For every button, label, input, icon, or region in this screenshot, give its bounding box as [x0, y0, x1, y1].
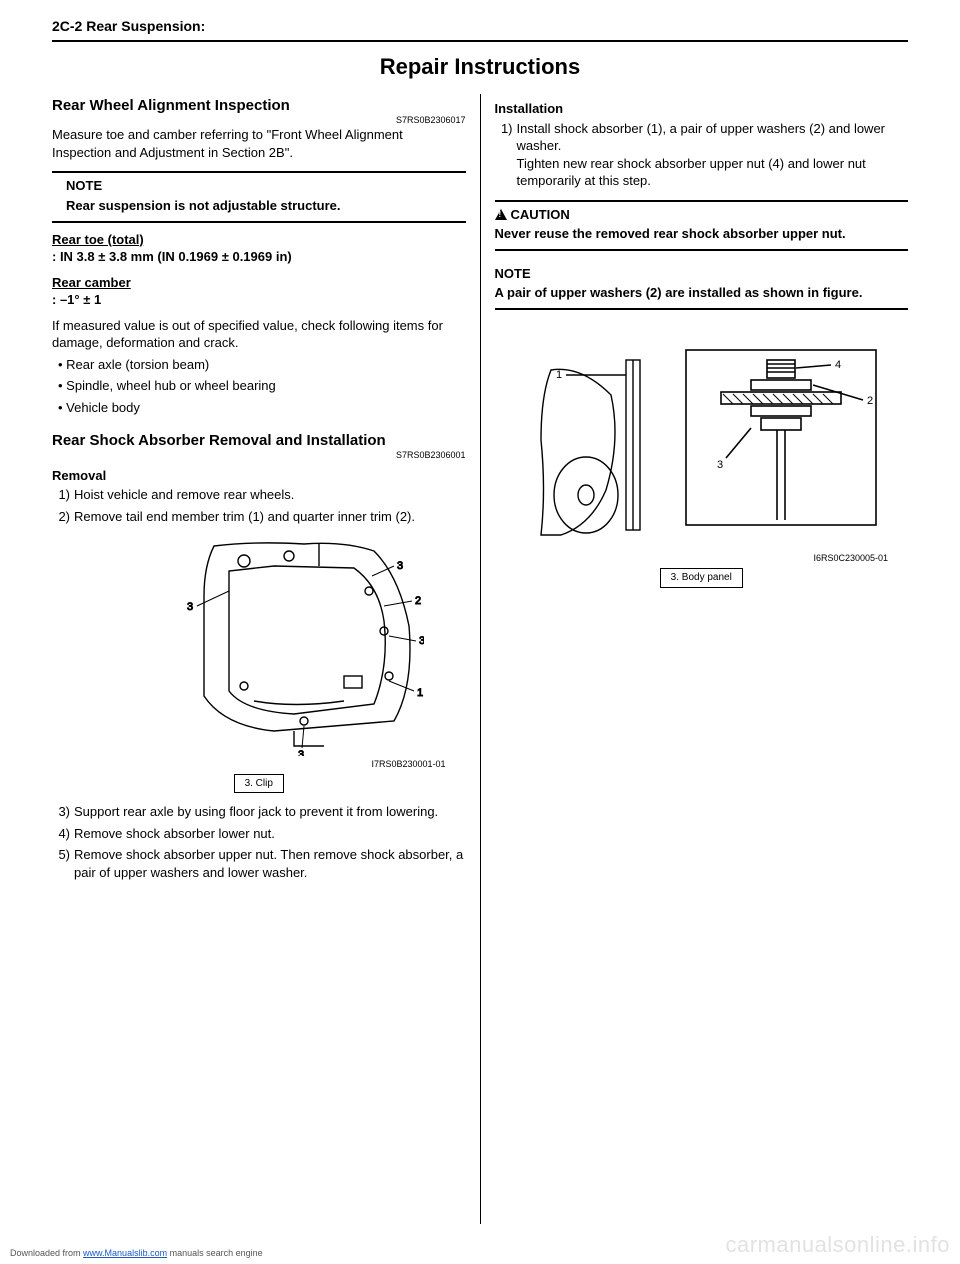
- note2-body: A pair of upper washers (2) are installe…: [495, 284, 909, 308]
- step-b3: Support rear axle by using floor jack to…: [74, 803, 466, 821]
- svg-text:1: 1: [417, 687, 423, 699]
- svg-text:2: 2: [867, 395, 873, 407]
- svg-text:3: 3: [298, 749, 304, 756]
- figure-1: 3 3 2 3 1 3 I7RS0B230001-01 3. Clip: [52, 536, 466, 794]
- install-step1: Install shock absorber (1), a pair of up…: [517, 120, 909, 190]
- removal-steps-a: 1)Hoist vehicle and remove rear wheels. …: [52, 486, 466, 525]
- sec2-title: Rear Shock Absorber Removal and Installa…: [52, 431, 466, 451]
- note-block-2: NOTE A pair of upper washers (2) are ins…: [495, 261, 909, 310]
- left-column: Rear Wheel Alignment Inspection S7RS0B23…: [52, 94, 480, 1224]
- svg-text:3: 3: [717, 459, 723, 471]
- header-text: 2C-2 Rear Suspension:: [52, 18, 205, 34]
- install-title: Installation: [495, 100, 909, 118]
- fig1-id: I7RS0B230001-01: [52, 758, 466, 770]
- step-b5: Remove shock absorber upper nut. Then re…: [74, 846, 466, 881]
- right-column: Installation 1) Install shock absorber (…: [480, 94, 909, 1224]
- install-steps: 1) Install shock absorber (1), a pair of…: [495, 120, 909, 190]
- caution-body: Never reuse the removed rear shock absor…: [495, 225, 909, 249]
- check-bullets: Rear axle (torsion beam) Spindle, wheel …: [52, 356, 466, 417]
- bullet-3: Vehicle body: [54, 399, 466, 417]
- svg-text:3: 3: [397, 560, 403, 572]
- two-column-layout: Rear Wheel Alignment Inspection S7RS0B23…: [52, 94, 908, 1224]
- fig2-caption: 3. Body panel: [660, 568, 743, 588]
- sec1-id: S7RS0B2306017: [52, 114, 466, 126]
- footer-link[interactable]: www.Manualslib.com: [83, 1248, 167, 1258]
- bullet-1: Rear axle (torsion beam): [54, 356, 466, 374]
- camber-val: : –1° ± 1: [52, 291, 466, 309]
- removal-title: Removal: [52, 467, 466, 485]
- fig1-caption: 3. Clip: [234, 774, 284, 794]
- caution-block: CAUTION Never reuse the removed rear sho…: [495, 200, 909, 251]
- figure-2: 1: [495, 340, 909, 588]
- toe-val: : IN 3.8 ± 3.8 mm (IN 0.1969 ± 0.1969 in…: [52, 248, 466, 266]
- removal-steps-b: 3)Support rear axle by using floor jack …: [52, 803, 466, 881]
- check-intro: If measured value is out of specified va…: [52, 317, 466, 352]
- step-a2: Remove tail end member trim (1) and quar…: [74, 508, 466, 526]
- step-a1: Hoist vehicle and remove rear wheels.: [74, 486, 466, 504]
- warning-icon: [495, 209, 507, 220]
- note2-label: NOTE: [495, 261, 909, 285]
- svg-text:3: 3: [419, 635, 424, 647]
- svg-text:1: 1: [556, 369, 562, 381]
- camber-title: Rear camber: [52, 274, 466, 292]
- svg-text:4: 4: [835, 359, 841, 371]
- fig2-id: I6RS0C230005-01: [495, 552, 909, 564]
- sec1-title: Rear Wheel Alignment Inspection: [52, 96, 466, 116]
- note-block-1: NOTE Rear suspension is not adjustable s…: [52, 171, 466, 222]
- note1-body: Rear suspension is not adjustable struct…: [52, 197, 466, 221]
- svg-text:2: 2: [415, 595, 421, 607]
- svg-text:3: 3: [187, 601, 193, 613]
- page-header: 2C-2 Rear Suspension:: [52, 18, 908, 42]
- sec1-intro: Measure toe and camber referring to "Fro…: [52, 126, 466, 161]
- bullet-2: Spindle, wheel hub or wheel bearing: [54, 377, 466, 395]
- watermark: carmanualsonline.info: [725, 1232, 950, 1258]
- toe-title: Rear toe (total): [52, 231, 466, 249]
- footer-text: Downloaded from www.Manualslib.com manua…: [10, 1248, 263, 1258]
- main-title: Repair Instructions: [52, 54, 908, 80]
- caution-label: CAUTION: [495, 202, 909, 226]
- step-b4: Remove shock absorber lower nut.: [74, 825, 466, 843]
- note1-label: NOTE: [52, 173, 466, 197]
